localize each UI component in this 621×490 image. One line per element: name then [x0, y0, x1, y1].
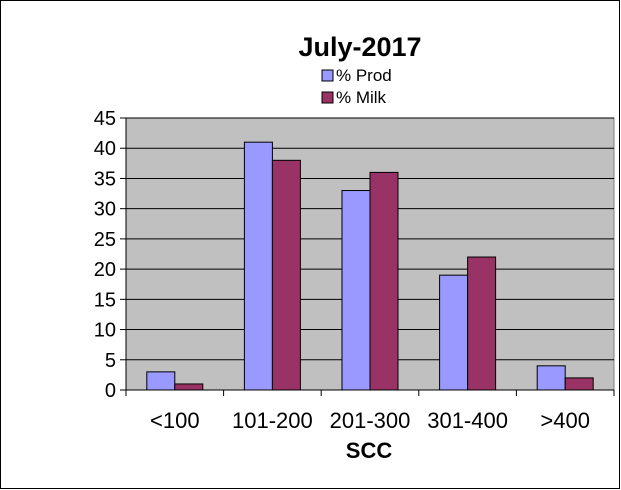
bar-milk: [271, 159, 301, 391]
bar-milk: [467, 256, 497, 391]
x-tick-label: <100: [150, 408, 200, 433]
chart-title: July-2017: [298, 32, 421, 62]
x-tick-label: 101-200: [232, 408, 313, 433]
bar-prod: [536, 365, 566, 391]
bar-prod: [439, 274, 469, 391]
bar-prod: [146, 371, 176, 391]
y-tick-label: 30: [94, 199, 116, 221]
y-tick-label: 15: [94, 289, 116, 311]
legend-label-milk: % Milk: [336, 88, 387, 107]
x-tick-label: 301-400: [427, 408, 508, 433]
y-tick-label: 10: [94, 320, 116, 342]
legend-swatch-milk: [321, 91, 334, 104]
x-axis-title: SCC: [346, 438, 393, 463]
y-tick-label: 0: [105, 380, 116, 402]
y-tick-label: 25: [94, 229, 116, 251]
y-tick-labels: 0 5 10 15 20 25 30 35 40 45: [94, 108, 126, 402]
y-tick-label: 45: [94, 108, 116, 130]
bars: [146, 141, 594, 391]
y-tick-label: 35: [94, 168, 116, 190]
bar-prod: [243, 141, 273, 391]
bar-milk: [369, 171, 399, 391]
legend-label-prod: % Prod: [336, 66, 392, 85]
x-tick-label: >400: [540, 408, 590, 433]
legend-swatch-prod: [321, 69, 334, 82]
bar-milk: [174, 383, 204, 391]
x-tick-labels: <100 101-200 201-300 301-400 >400: [125, 390, 615, 433]
x-tick-label: 201-300: [330, 408, 411, 433]
bar-prod: [341, 190, 371, 391]
legend: % Prod % Milk: [321, 66, 392, 107]
bar-milk: [564, 377, 594, 391]
y-tick-label: 40: [94, 138, 116, 160]
y-tick-label: 20: [94, 259, 116, 281]
y-tick-label: 5: [105, 350, 116, 372]
axes: [125, 118, 614, 391]
